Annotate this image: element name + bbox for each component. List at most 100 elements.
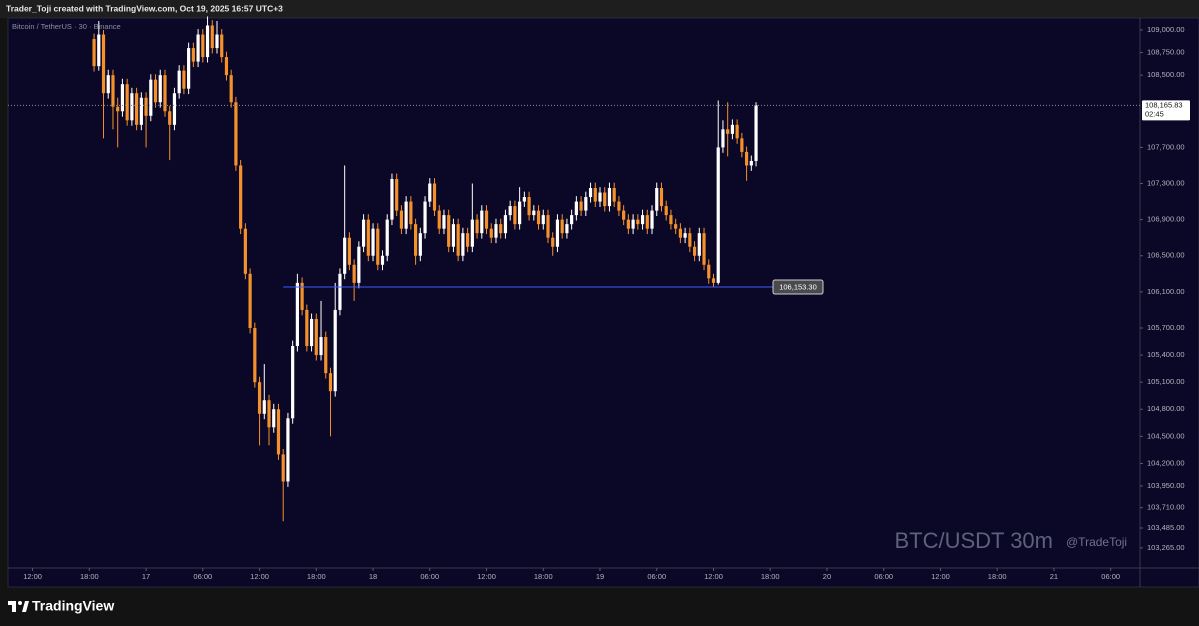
candle-body: [295, 282, 299, 347]
candle-body: [678, 228, 682, 238]
candle-body: [726, 129, 730, 134]
candle-body: [220, 34, 224, 58]
candle-body: [409, 201, 413, 225]
candle-body: [461, 233, 465, 256]
candle-body: [570, 215, 574, 225]
logo-mark: [12, 601, 16, 612]
candle-body: [347, 237, 351, 265]
candle-body: [395, 178, 399, 211]
candle-body: [163, 75, 167, 112]
candle-body: [168, 111, 172, 125]
countdown: 02:45: [1145, 109, 1164, 118]
candle-body: [513, 206, 517, 225]
candle-body: [205, 25, 210, 58]
candle-body: [130, 93, 134, 121]
candle-body: [593, 188, 597, 202]
candle-body: [518, 201, 522, 225]
y-tick-label: 108,750.00: [1147, 48, 1185, 57]
chart-panel: [7, 17, 1199, 588]
symbol-label: Bitcoin / TetherUS · 30 · Binance: [12, 22, 121, 31]
candle-body: [243, 228, 247, 274]
candle-body: [352, 264, 356, 283]
y-tick-label: 109,000.00: [1147, 25, 1185, 34]
candle-body: [333, 309, 337, 392]
candle-body: [432, 183, 437, 211]
candle-body: [305, 309, 309, 347]
x-tick-label: 06:00: [647, 572, 666, 581]
candle-body: [177, 70, 181, 94]
candle-body: [442, 215, 446, 229]
candle-body: [201, 34, 205, 58]
y-tick-label: 103,710.00: [1147, 503, 1185, 512]
x-tick-label: 12:00: [477, 572, 496, 581]
candle-body: [603, 192, 607, 207]
candle-body: [622, 210, 626, 220]
x-tick-label: 18:00: [80, 572, 99, 581]
candle-body: [598, 192, 602, 202]
candle-body: [309, 318, 314, 347]
candle-body: [692, 246, 697, 256]
candle-body: [116, 106, 120, 112]
candle-body: [210, 25, 214, 49]
candle-body: [413, 224, 418, 256]
x-tick-label: 06:00: [420, 572, 439, 581]
candle-body: [182, 70, 186, 89]
candle-body: [749, 160, 753, 166]
candle-body: [456, 224, 460, 256]
candle-body: [92, 39, 96, 67]
header-text: Trader_Toji created with TradingView.com…: [6, 3, 283, 13]
candle-body: [702, 233, 706, 265]
candle-body: [617, 201, 621, 211]
x-tick-label: 06:00: [874, 572, 893, 581]
last-price-label: 108,165.83: [1145, 100, 1183, 109]
candle-body: [551, 237, 555, 247]
candle-body: [371, 228, 375, 256]
candle-body: [683, 233, 687, 238]
candle-body: [744, 151, 749, 166]
x-tick-label: 20: [823, 572, 831, 581]
candle-body: [286, 418, 290, 482]
candle-body: [664, 206, 668, 216]
y-tick-label: 107,300.00: [1147, 178, 1185, 187]
candle-body: [645, 215, 649, 229]
candle-body: [754, 105, 758, 161]
candle-body: [187, 48, 191, 89]
candle-body: [489, 228, 493, 238]
candle-body: [447, 215, 451, 247]
candle-body: [466, 233, 470, 247]
y-tick-label: 106,500.00: [1147, 251, 1185, 260]
header-bar: [0, 0, 1199, 18]
y-tick-label: 105,700.00: [1147, 323, 1185, 332]
candle-body: [385, 219, 389, 256]
candle-body: [144, 97, 148, 116]
candle-body: [239, 165, 243, 229]
candle-body: [484, 210, 489, 229]
low-marker-box: [772, 279, 824, 295]
candle-body: [499, 224, 503, 234]
candles: [92, 16, 758, 522]
candle-body: [253, 327, 257, 383]
candle-body: [655, 188, 659, 211]
candle-body: [262, 400, 266, 414]
candle-body: [300, 282, 304, 310]
candle-body: [631, 219, 635, 229]
candle-body: [404, 201, 408, 229]
y-tick-label: 103,485.00: [1147, 523, 1185, 532]
candle-body: [338, 273, 342, 310]
candle-body: [106, 75, 110, 94]
candle-body: [697, 233, 701, 256]
x-tick-label: 12:00: [931, 572, 950, 581]
candle-body: [196, 34, 200, 62]
candle-body: [546, 215, 550, 238]
candle-body: [437, 210, 441, 229]
x-tick-label: 12:00: [704, 572, 723, 581]
candle-body: [730, 124, 735, 134]
candle-body: [707, 264, 711, 279]
candle-body: [149, 79, 153, 116]
candle-body: [735, 124, 739, 139]
watermark: BTC/USDT 30m: [894, 528, 1053, 553]
candle-body: [248, 273, 252, 328]
candle-body: [314, 318, 318, 356]
y-tick-label: 103,265.00: [1147, 543, 1185, 552]
